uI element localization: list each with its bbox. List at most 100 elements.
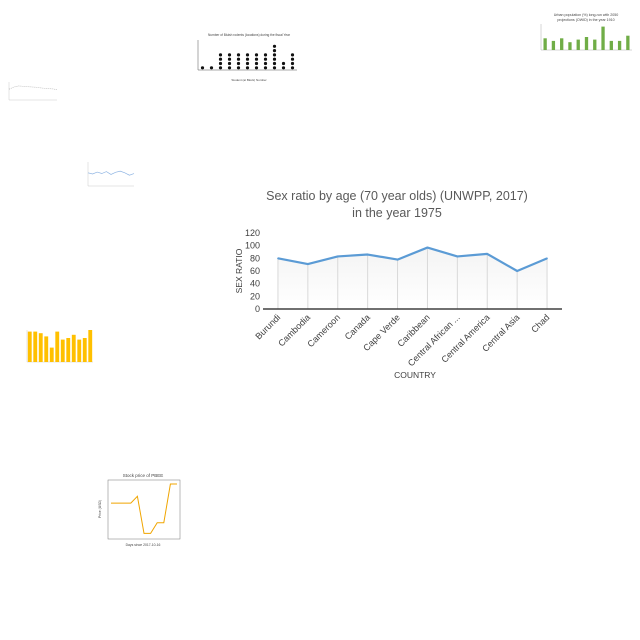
thumb-green-bar: Urban population (%) long-run with 2050p… bbox=[540, 13, 632, 51]
thumb-dot bbox=[209, 66, 214, 70]
thumb-yellow-bar-rect bbox=[60, 339, 65, 362]
thumb-dot bbox=[236, 66, 241, 70]
thumb-green-bar-rect bbox=[584, 37, 589, 50]
thumb-dot bbox=[290, 53, 295, 57]
thumb-dot bbox=[254, 66, 259, 70]
thumb-yellow-bar-rect bbox=[66, 338, 71, 362]
thumb-yellow-bar-rect bbox=[27, 331, 32, 362]
thumb-yellow-bar-rect bbox=[44, 336, 49, 362]
thumb-dot bbox=[227, 53, 232, 57]
thumb-dot bbox=[245, 61, 250, 66]
x-tick-label: Chad bbox=[529, 312, 551, 334]
thumbnail-charts: Number of Bluish rodents (locations) dur… bbox=[8, 13, 632, 547]
thumb-stock-xlabel: Days since 2017-10-16 bbox=[126, 543, 161, 547]
data-point bbox=[516, 270, 518, 272]
data-point bbox=[486, 253, 489, 255]
chart-title-line-1: Sex ratio by age (70 year olds) (UNWPP, … bbox=[266, 189, 528, 203]
thumb-green-title-1: Urban population (%) long-run with 2050 bbox=[554, 13, 619, 17]
thumb-dot bbox=[254, 57, 259, 61]
thumb-dot bbox=[272, 44, 277, 48]
thumb-dot bbox=[236, 53, 241, 57]
thumb-dot bbox=[218, 61, 223, 66]
thumb-dot bbox=[281, 61, 286, 66]
data-point bbox=[277, 257, 279, 260]
thumb-dot bbox=[272, 53, 277, 57]
y-tick-label: 60 bbox=[250, 266, 260, 276]
area-fill bbox=[277, 247, 548, 309]
thumb-dot-plot: Number of Bluish rodents (locations) dur… bbox=[197, 33, 297, 82]
y-tick-label: 40 bbox=[250, 279, 260, 289]
thumb-dot bbox=[227, 57, 232, 61]
thumb-dot bbox=[281, 66, 286, 70]
y-tick-label: 100 bbox=[245, 241, 260, 251]
thumb-green-bar-rect bbox=[593, 39, 597, 50]
y-tick-label: 0 bbox=[255, 304, 260, 314]
data-point bbox=[546, 257, 548, 260]
thumb-dot bbox=[254, 53, 259, 57]
thumb-stock: Stock price of PBEE Days since 2017-10-16… bbox=[98, 473, 181, 547]
thumb-yellow-bar-rect bbox=[88, 330, 93, 362]
thumb-stock-ylabel: Price (USD) bbox=[98, 500, 102, 518]
data-point bbox=[366, 253, 369, 256]
thumb-dot bbox=[290, 61, 295, 66]
thumb-dot bbox=[272, 66, 277, 70]
data-point bbox=[456, 255, 459, 258]
thumb-yellow-bar-rect bbox=[77, 339, 82, 362]
thumb-green-bar-rect bbox=[576, 39, 580, 50]
series-line bbox=[277, 246, 548, 273]
thumb-dot bbox=[263, 53, 268, 57]
thumb-green-bar-rect bbox=[626, 35, 630, 50]
thumb-dot bbox=[263, 61, 268, 66]
x-axis-title: COUNTRY bbox=[394, 370, 436, 380]
thumb-dot bbox=[245, 53, 250, 57]
thumb-green-title-2: projections (OWID) in the year 1910 bbox=[557, 18, 614, 22]
thumb-dot bbox=[218, 66, 223, 70]
thumb-stock-title: Stock price of PBEE bbox=[123, 473, 164, 478]
thumb-green-bar-rect bbox=[543, 38, 547, 50]
chart-title-line-2: in the year 1975 bbox=[352, 206, 442, 220]
data-point bbox=[307, 263, 309, 265]
thumb-dot bbox=[218, 57, 223, 61]
y-tick-label: 20 bbox=[250, 291, 260, 301]
thumb-yellow-bar-rect bbox=[49, 347, 54, 362]
thumb-dot bbox=[272, 61, 277, 66]
thumb-dot bbox=[200, 66, 205, 70]
thumb-green-bar-rect bbox=[601, 26, 605, 50]
thumb-gray-line bbox=[8, 82, 58, 101]
thumb-dot bbox=[272, 49, 277, 53]
thumb-green-bar-rect bbox=[617, 40, 622, 50]
thumb-yellow-bar-rect bbox=[38, 333, 43, 362]
thumb-yellow-bar-rect bbox=[33, 331, 38, 362]
thumb-dot bbox=[227, 66, 232, 70]
y-tick-label: 80 bbox=[250, 253, 260, 263]
thumb-dot bbox=[254, 61, 259, 66]
x-tick-label: Burundi bbox=[253, 312, 282, 341]
thumb-dot bbox=[245, 66, 250, 70]
thumb-green-bar-rect bbox=[560, 38, 564, 50]
thumb-dot bbox=[245, 57, 250, 61]
thumb-green-bar-rect bbox=[568, 42, 572, 50]
thumb-dot bbox=[227, 61, 232, 66]
thumb-dot bbox=[290, 57, 295, 61]
thumb-stock-frame bbox=[107, 479, 181, 540]
data-point bbox=[336, 255, 339, 258]
thumb-dot bbox=[290, 66, 295, 70]
thumb-yellow-bar-rect bbox=[82, 338, 87, 362]
thumb-dot bbox=[263, 57, 268, 61]
thumb-blue-series bbox=[87, 170, 135, 176]
thumb-dot bbox=[272, 57, 277, 61]
thumb-green-bar-rect bbox=[551, 40, 556, 50]
x-tick-label: Cameroon bbox=[305, 312, 342, 349]
thumb-yellow-bar bbox=[26, 330, 93, 363]
y-tick-label: 120 bbox=[245, 228, 260, 238]
y-axis-title: SEX RATIO bbox=[234, 248, 244, 293]
thumb-yellow-bar-rect bbox=[71, 334, 76, 362]
thumb-dot bbox=[263, 66, 268, 70]
data-point bbox=[396, 258, 399, 261]
thumb-stock-series bbox=[111, 483, 177, 534]
data-point bbox=[426, 246, 429, 249]
thumb-dot bbox=[218, 53, 223, 57]
x-tick-label: Canada bbox=[343, 312, 372, 341]
